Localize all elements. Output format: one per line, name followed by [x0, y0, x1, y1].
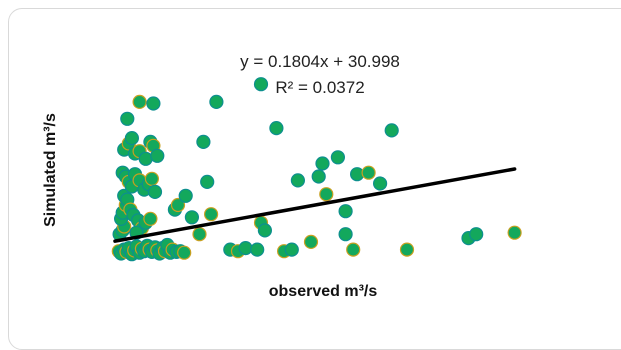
data-point	[351, 168, 364, 181]
data-point	[239, 242, 252, 255]
data-point	[291, 174, 304, 187]
data-point	[401, 243, 414, 256]
data-point	[201, 175, 214, 188]
data-point	[133, 95, 146, 108]
data-point	[258, 224, 271, 237]
data-point	[178, 246, 191, 259]
data-point	[339, 228, 352, 241]
data-point	[144, 212, 157, 225]
data-point	[197, 135, 210, 148]
data-point	[331, 151, 344, 164]
data-point	[121, 112, 134, 125]
points-layer	[112, 78, 521, 261]
data-point	[385, 124, 398, 137]
data-point	[149, 185, 162, 198]
equation-label: y = 0.1804x + 30.998	[240, 52, 400, 71]
data-point	[470, 228, 483, 241]
data-point	[147, 97, 160, 110]
data-point	[179, 189, 192, 202]
x-axis-title: observed m³/s	[269, 283, 378, 300]
y-axis-title: Simulated m³/s	[42, 113, 59, 227]
data-point	[285, 243, 298, 256]
data-point	[270, 122, 283, 135]
data-point	[320, 188, 333, 201]
data-point	[339, 205, 352, 218]
data-point	[185, 211, 198, 224]
data-point	[316, 157, 329, 170]
scatter-chart: y = 0.1804x + 30.998 R² = 0.0372 observe…	[0, 0, 621, 320]
data-point	[255, 78, 268, 91]
data-point	[210, 95, 223, 108]
data-point	[125, 132, 138, 145]
data-point	[193, 228, 206, 241]
data-point	[374, 177, 387, 190]
data-point	[151, 149, 164, 162]
data-point	[347, 243, 360, 256]
data-point	[362, 166, 375, 179]
data-point	[205, 208, 218, 221]
data-point	[251, 243, 264, 256]
data-point	[508, 226, 521, 239]
r-squared-label: R² = 0.0372	[275, 78, 364, 97]
data-point	[312, 170, 325, 183]
data-point	[145, 172, 158, 185]
data-point	[305, 235, 318, 248]
data-point	[139, 152, 152, 165]
